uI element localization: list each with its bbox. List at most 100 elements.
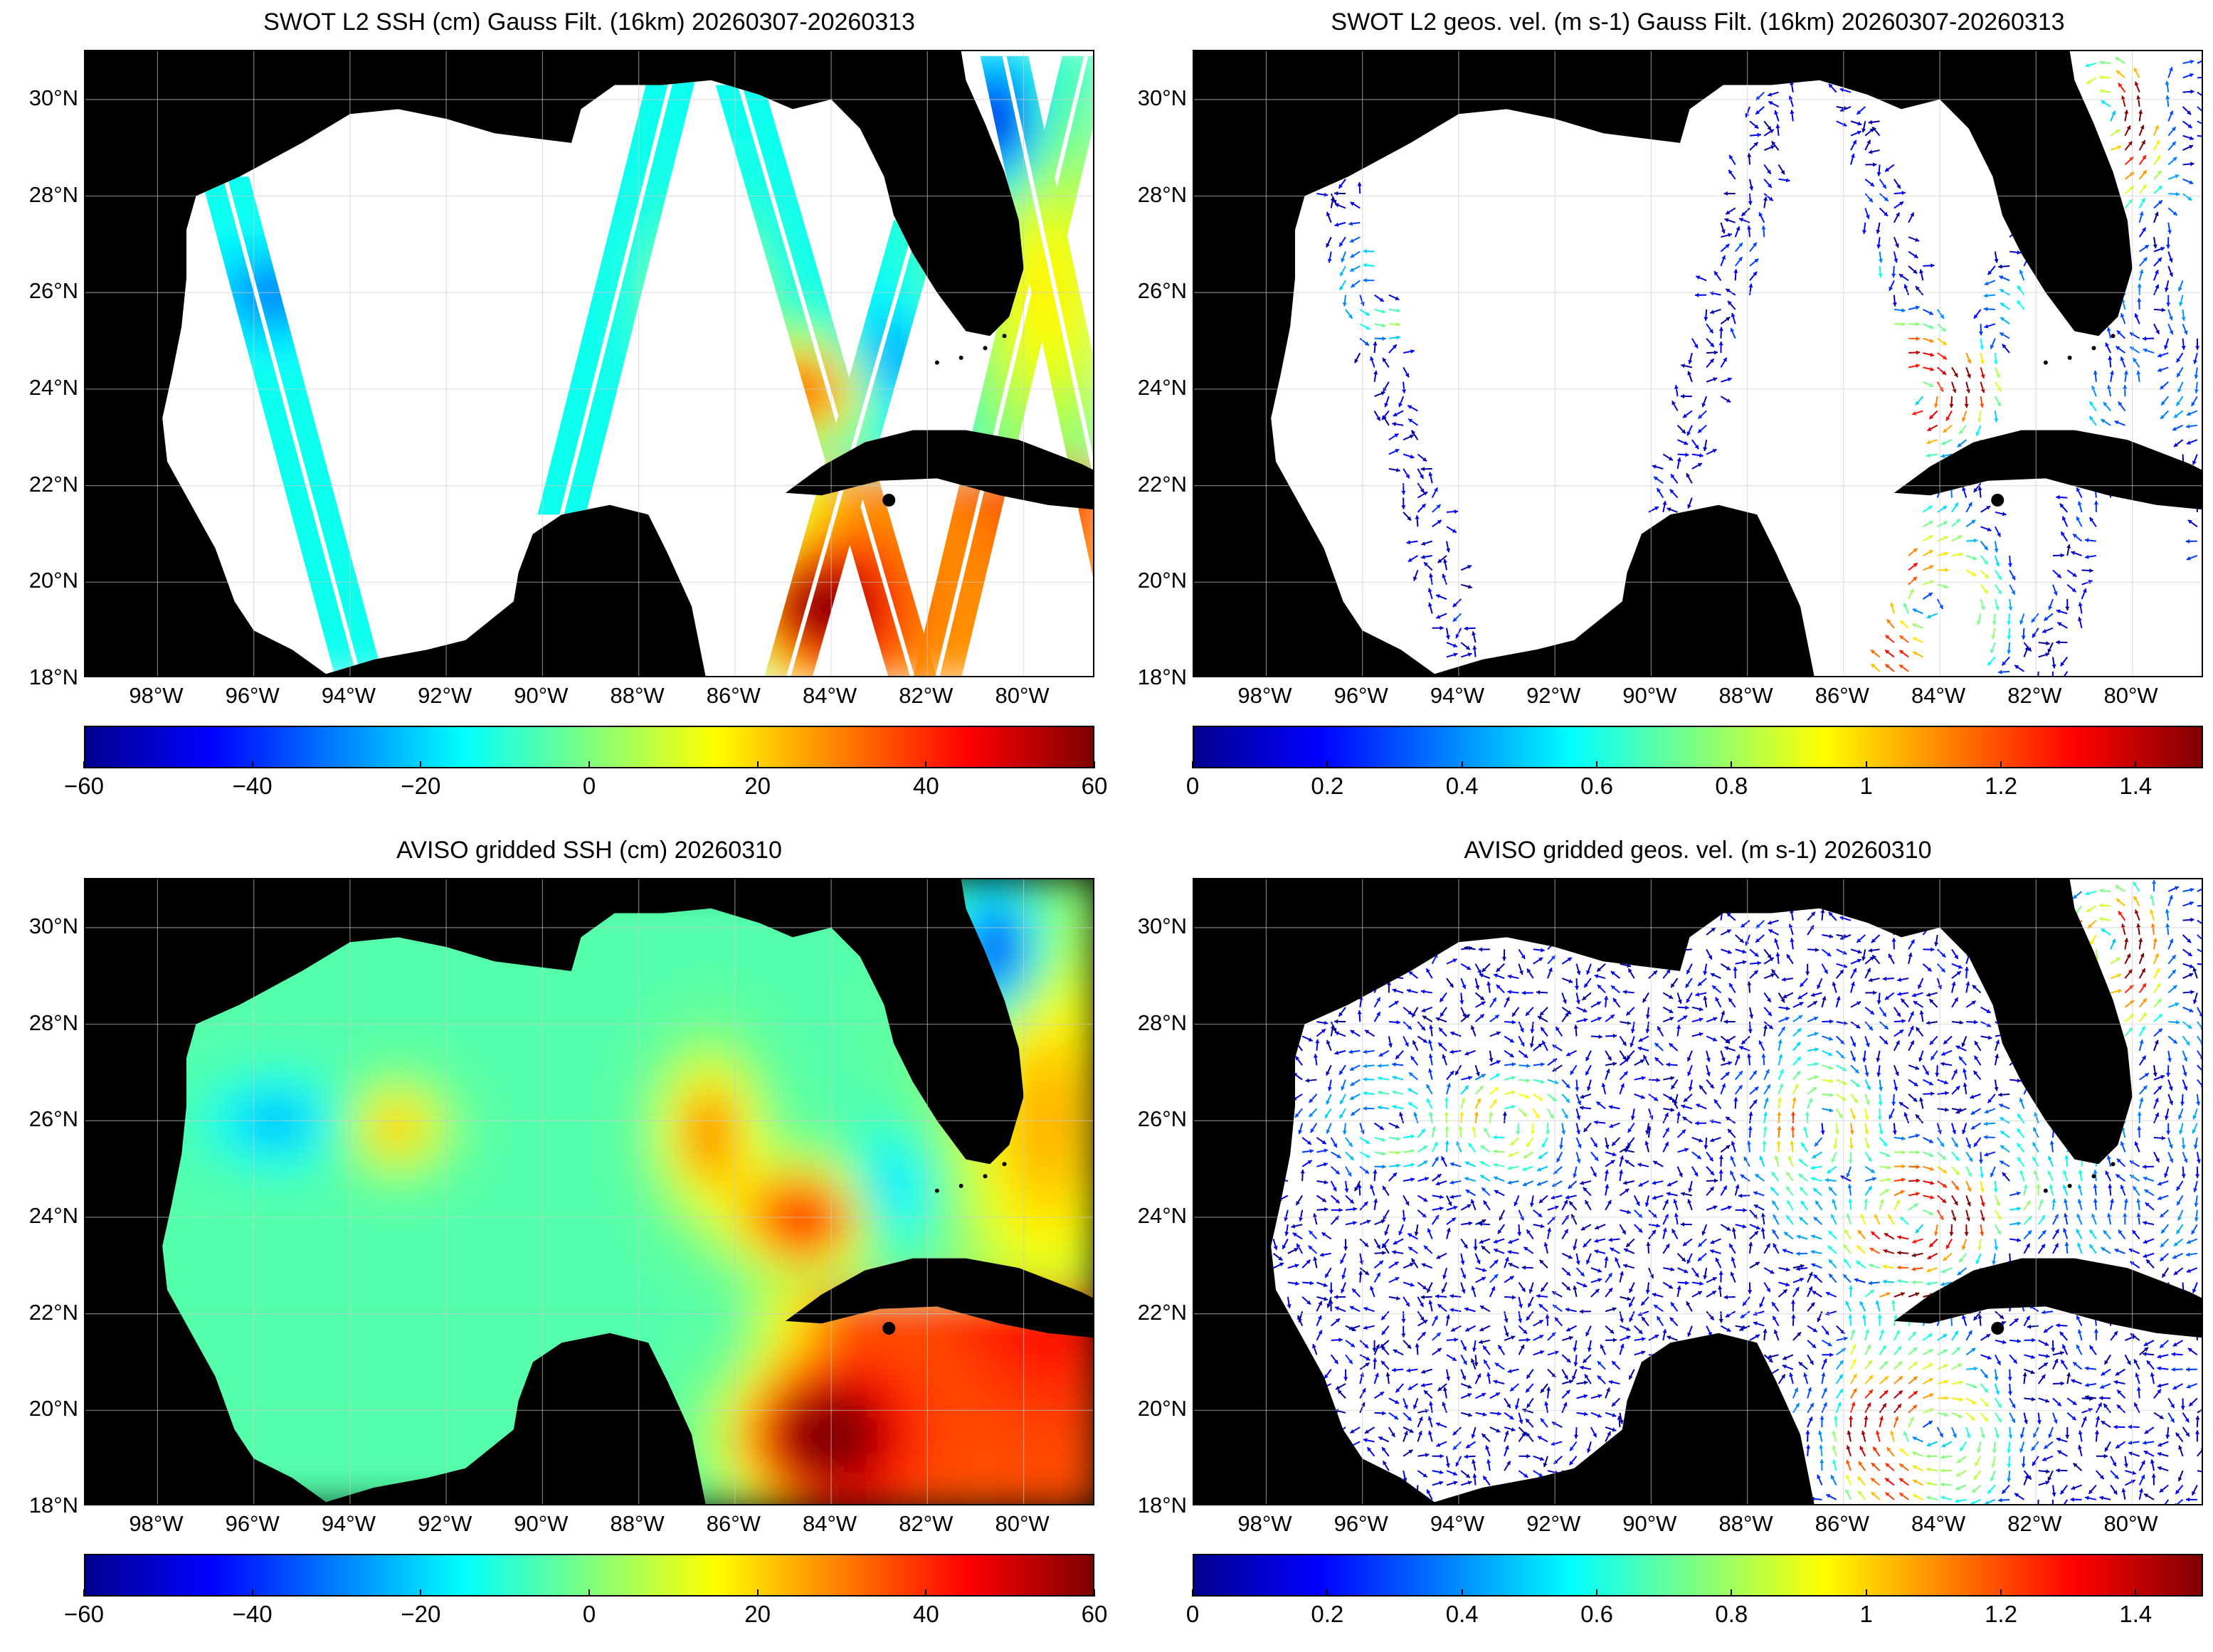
- colorbar-tick-mark: [2135, 1589, 2137, 1597]
- lat-tick-label: 28°N: [28, 181, 78, 207]
- colorbar-tick-mark: [756, 1589, 759, 1597]
- lon-tick-label: 96°W: [225, 1511, 280, 1536]
- colorbar-tick-label: 20: [744, 773, 771, 799]
- lat-tick-label: 18°N: [28, 1493, 78, 1518]
- panel-title: AVISO gridded SSH (cm) 20260310: [396, 837, 782, 864]
- graticule: [85, 879, 1093, 1504]
- lon-tick-label: 86°W: [706, 1511, 761, 1536]
- lon-tick-label: 84°W: [1911, 1511, 1966, 1536]
- key-island: [2111, 334, 2116, 339]
- cuba-land: [785, 430, 1093, 510]
- lon-tick-label: 82°W: [2007, 1511, 2062, 1536]
- lon-tick-label: 88°W: [610, 1511, 665, 1536]
- lon-tick-label: 92°W: [418, 683, 472, 708]
- lat-tick-label: 20°N: [1137, 1396, 1187, 1421]
- lon-tick-label: 92°W: [1526, 683, 1581, 708]
- colorbar-tick-label: 0.8: [1715, 773, 1748, 799]
- key-island: [934, 1188, 939, 1193]
- colorbar-tick-label: 1.4: [2119, 1601, 2153, 1627]
- colorbar-tick-label: 40: [912, 1601, 939, 1627]
- colorbar-tick-mark: [1461, 761, 1463, 768]
- lat-tick-label: 28°N: [1137, 1010, 1187, 1035]
- colorbar-tick-mark: [588, 1589, 590, 1597]
- lon-tick-label: 96°W: [1333, 683, 1388, 708]
- lat-tick-label: 20°N: [28, 568, 78, 593]
- colorbar-tick-mark: [1731, 1589, 1733, 1597]
- colorbar-tick-label: 1: [1859, 773, 1873, 799]
- colorbar-tick-label: 40: [912, 773, 939, 799]
- lon-tick-label: 84°W: [803, 1511, 857, 1536]
- colorbar-tick-mark: [925, 761, 927, 768]
- ocean-no-data: [1271, 51, 2202, 676]
- lon-tick-label: 90°W: [1622, 683, 1677, 708]
- lon-tick-label: 88°W: [610, 683, 665, 708]
- lon-tick-label: 90°W: [514, 1511, 569, 1536]
- map-canvas: [85, 51, 1093, 676]
- isla-juventud: [1991, 1321, 2005, 1335]
- colorbar-tick-mark: [1865, 1589, 1867, 1597]
- colorbar-tick-mark: [1596, 761, 1597, 768]
- colorbar-tick-mark: [420, 1589, 422, 1597]
- colorbar-tick-label: −60: [64, 773, 104, 799]
- cuba-land: [1894, 430, 2202, 510]
- lat-tick-label: 24°N: [28, 1202, 78, 1228]
- lat-tick-label: 24°N: [1137, 374, 1187, 400]
- colorbar-tick-mark: [2000, 1589, 2002, 1597]
- colorbar-tick-mark: [2135, 761, 2137, 768]
- lon-tick-label: 86°W: [1815, 683, 1869, 708]
- cuba-land: [785, 1258, 1093, 1338]
- lat-tick-label: 18°N: [1137, 664, 1187, 689]
- lat-tick-label: 26°N: [1137, 1106, 1187, 1132]
- lon-tick-label: 84°W: [1911, 683, 1966, 708]
- lon-tick-label: 82°W: [899, 1511, 954, 1536]
- lat-tick-label: 18°N: [1137, 1493, 1187, 1518]
- colorbar-tick-mark: [2000, 761, 2002, 768]
- colorbar-tick-mark: [1461, 1589, 1463, 1597]
- lon-tick-label: 96°W: [1333, 1511, 1388, 1536]
- lon-tick-label: 90°W: [1622, 1511, 1677, 1536]
- colorbar-tick-label: 0.8: [1715, 1601, 1748, 1627]
- lat-tick-label: 18°N: [28, 664, 78, 689]
- key-island: [2111, 1162, 2116, 1167]
- colorbar-tick-label: 1: [1859, 1601, 1873, 1627]
- colorbar-tick-label: 0.2: [1311, 1601, 1344, 1627]
- colorbar-tick-label: −20: [401, 1601, 441, 1627]
- colorbar-tick-label: −40: [232, 773, 273, 799]
- colorbar-tick-label: −20: [401, 773, 441, 799]
- graticule: [1194, 51, 2202, 676]
- colorbar-tick-mark: [1192, 1589, 1193, 1597]
- colorbar-tick-label: 0.6: [1580, 773, 1613, 799]
- colorbar-tick-mark: [1192, 761, 1193, 768]
- lat-tick-label: 30°N: [28, 85, 78, 110]
- lon-tick-label: 88°W: [1718, 1511, 1773, 1536]
- lat-tick-label: 26°N: [1137, 278, 1187, 304]
- colorbar-tick-label: 0: [1185, 1601, 1200, 1627]
- map-canvas: [85, 879, 1093, 1504]
- lat-tick-label: 22°N: [28, 471, 78, 497]
- map-swot-vel: [1193, 50, 2203, 677]
- key-island: [1002, 1162, 1007, 1167]
- lon-tick-label: 82°W: [899, 683, 954, 708]
- lon-tick-label: 80°W: [995, 1511, 1050, 1536]
- isla-juventud: [882, 1321, 896, 1335]
- lon-tick-label: 80°W: [2103, 683, 2158, 708]
- key-island: [2091, 346, 2096, 351]
- lat-tick-label: 26°N: [28, 1106, 78, 1132]
- lon-tick-label: 80°W: [995, 683, 1050, 708]
- lat-tick-label: 24°N: [1137, 1202, 1187, 1228]
- key-island: [2091, 1174, 2096, 1179]
- lat-tick-label: 24°N: [28, 374, 78, 400]
- lon-tick-label: 94°W: [1430, 1511, 1484, 1536]
- colorbar-tick-mark: [1326, 761, 1329, 768]
- colorbar-tick-label: 0: [582, 773, 596, 799]
- lat-tick-label: 26°N: [28, 278, 78, 304]
- velocity-arrows: [1272, 879, 2202, 1504]
- lat-tick-label: 22°N: [1137, 1299, 1187, 1325]
- lon-tick-label: 86°W: [1815, 1511, 1869, 1536]
- lon-tick-label: 98°W: [1237, 683, 1292, 708]
- colorbar-tick-mark: [1326, 1589, 1329, 1597]
- key-island: [2043, 1188, 2048, 1193]
- colorbar-tick-label: 0.4: [1445, 1601, 1479, 1627]
- colorbar-tick-label: 60: [1081, 773, 1108, 799]
- isla-juventud: [1991, 493, 2005, 507]
